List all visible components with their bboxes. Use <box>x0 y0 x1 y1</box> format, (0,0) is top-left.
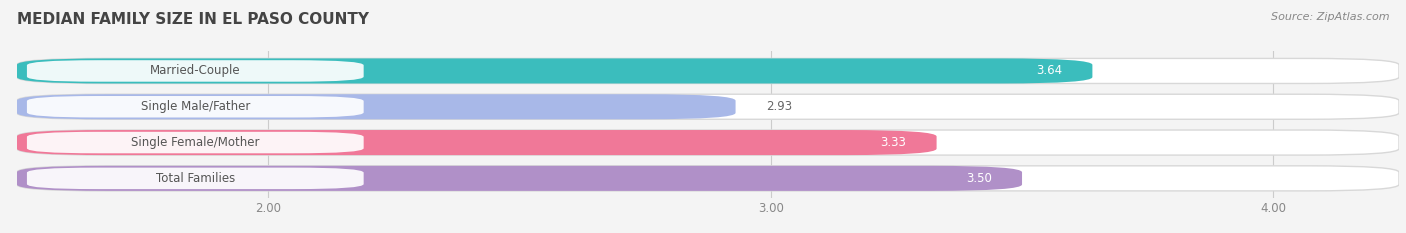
FancyBboxPatch shape <box>17 130 1399 155</box>
Text: Source: ZipAtlas.com: Source: ZipAtlas.com <box>1271 12 1389 22</box>
FancyBboxPatch shape <box>17 130 936 155</box>
Text: Married-Couple: Married-Couple <box>150 65 240 77</box>
FancyBboxPatch shape <box>17 94 735 119</box>
FancyBboxPatch shape <box>27 60 364 82</box>
FancyBboxPatch shape <box>27 168 364 189</box>
FancyBboxPatch shape <box>17 166 1022 191</box>
Text: Single Female/Mother: Single Female/Mother <box>131 136 260 149</box>
Text: MEDIAN FAMILY SIZE IN EL PASO COUNTY: MEDIAN FAMILY SIZE IN EL PASO COUNTY <box>17 12 368 27</box>
FancyBboxPatch shape <box>27 96 364 117</box>
Text: 2.93: 2.93 <box>766 100 792 113</box>
Text: 3.50: 3.50 <box>966 172 991 185</box>
Text: 3.64: 3.64 <box>1036 65 1063 77</box>
FancyBboxPatch shape <box>27 132 364 153</box>
FancyBboxPatch shape <box>17 166 1399 191</box>
Text: 3.33: 3.33 <box>880 136 907 149</box>
Text: Total Families: Total Families <box>156 172 235 185</box>
FancyBboxPatch shape <box>17 58 1399 83</box>
Text: Single Male/Father: Single Male/Father <box>141 100 250 113</box>
FancyBboxPatch shape <box>17 94 1399 119</box>
FancyBboxPatch shape <box>17 58 1092 83</box>
